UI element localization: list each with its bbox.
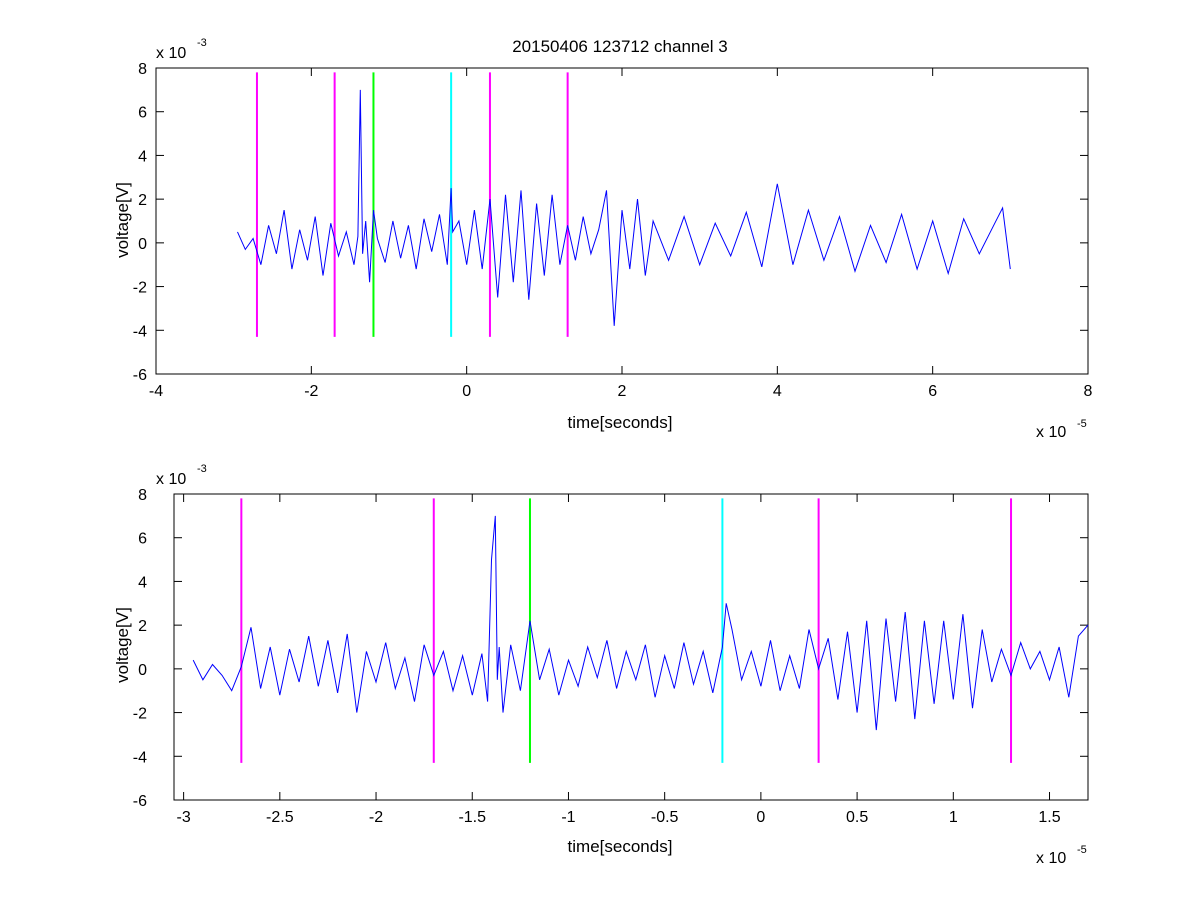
y-tick-label: 0 <box>138 236 147 253</box>
y-tick-label: -4 <box>133 749 147 766</box>
x-tick-label: 0 <box>462 383 471 400</box>
bottom-x-multiplier: x 10 <box>1036 850 1066 867</box>
x-tick-label: -2 <box>369 809 383 826</box>
bottom-axes-markers <box>240 498 1013 763</box>
x-tick-label: 0 <box>756 809 765 826</box>
top-y-multiplier-exp: -3 <box>197 37 207 49</box>
x-tick-label: 0.5 <box>846 809 868 826</box>
y-tick-label: -2 <box>133 280 147 297</box>
y-tick-label: -2 <box>133 706 147 723</box>
bottom-y-multiplier-exp: -3 <box>197 463 207 475</box>
y-tick-label: 4 <box>138 574 147 591</box>
x-tick-label: -3 <box>177 809 191 826</box>
top-xlabel: time[seconds] <box>568 413 673 432</box>
top-axes-series <box>237 89 1011 326</box>
x-tick-label: -2.5 <box>266 809 294 826</box>
x-tick-label: 4 <box>773 383 782 400</box>
x-tick-label: -0.5 <box>651 809 679 826</box>
bottom-y-multiplier: x 10 <box>156 471 186 488</box>
voltage-trace-line <box>192 515 1089 731</box>
y-tick-label: 0 <box>138 662 147 679</box>
y-tick-label: 6 <box>138 531 147 548</box>
x-tick-label: -1.5 <box>458 809 486 826</box>
y-tick-label: 4 <box>138 148 147 165</box>
x-tick-label: -2 <box>304 383 318 400</box>
x-tick-label: -4 <box>149 383 163 400</box>
x-tick-label: 2 <box>618 383 627 400</box>
voltage-trace-line <box>237 89 1011 326</box>
y-tick-label: 8 <box>138 487 147 504</box>
x-tick-label: 6 <box>928 383 937 400</box>
y-tick-label: -6 <box>133 793 147 810</box>
bottom-axes: -3 -2.5 -2 -1.5 -1 -0.5 0 0.5 1 1.5 -6 -4 -2 0 2 4 6 8 ti… <box>113 463 1089 867</box>
top-y-multiplier: x 10 <box>156 45 186 62</box>
y-tick-label: 6 <box>138 105 147 122</box>
x-tick-label: 1 <box>949 809 958 826</box>
y-tick-label: -4 <box>133 323 147 340</box>
y-tick-label: 2 <box>138 618 147 635</box>
y-tick-label: 8 <box>138 61 147 78</box>
bottom-xlabel: time[seconds] <box>568 837 673 856</box>
bottom-ylabel: voltage[V] <box>113 607 132 683</box>
figure-title: 20150406 123712 channel 3 <box>512 37 728 56</box>
bottom-axes-series <box>192 515 1089 731</box>
bottom-axes-ticks: -3 -2.5 -2 -1.5 -1 -0.5 0 0.5 1 1.5 -6 -4 -2 0 2 4 6 8 <box>133 487 1088 826</box>
y-tick-label: -6 <box>133 367 147 384</box>
top-x-multiplier-exp: -5 <box>1077 418 1087 430</box>
bottom-x-multiplier-exp: -5 <box>1077 844 1087 856</box>
x-tick-label: -1 <box>561 809 575 826</box>
top-x-multiplier: x 10 <box>1036 424 1066 441</box>
bottom-axes-box <box>173 493 1089 801</box>
x-tick-label: 1.5 <box>1038 809 1060 826</box>
top-ylabel: voltage[V] <box>113 182 132 258</box>
y-tick-label: 2 <box>138 192 147 209</box>
x-tick-label: 8 <box>1084 383 1093 400</box>
